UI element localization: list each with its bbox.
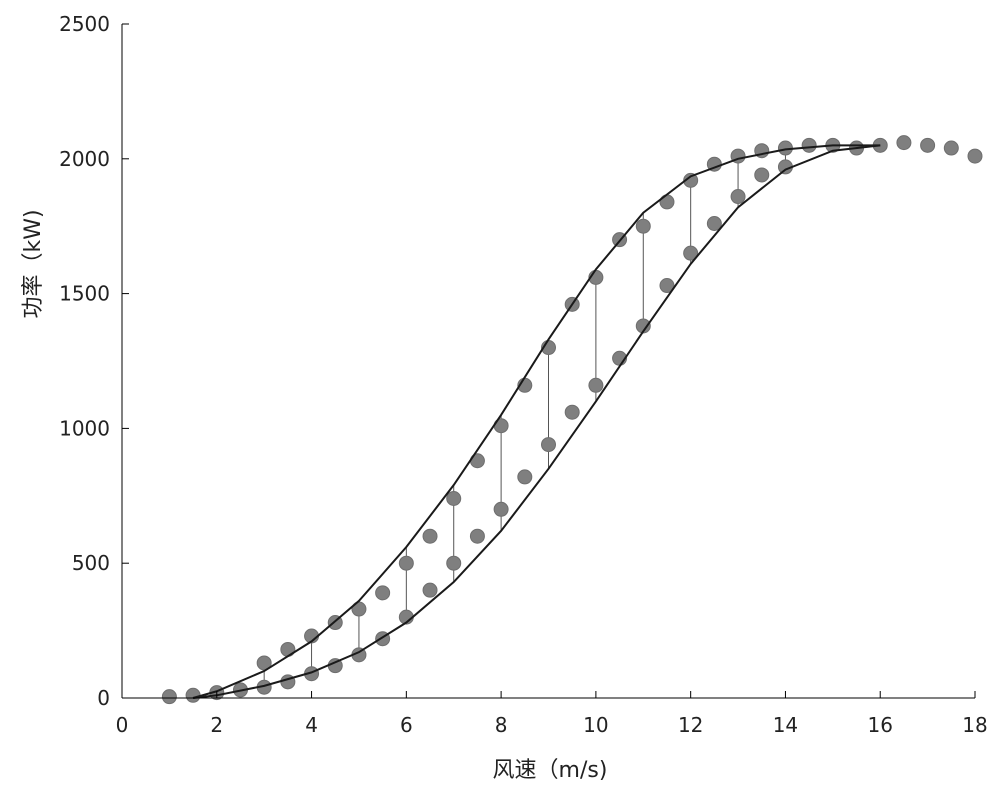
scatter-point bbox=[967, 148, 983, 164]
scatter-point bbox=[659, 278, 675, 294]
lower-bound-line bbox=[192, 144, 881, 699]
scatter-point bbox=[517, 469, 533, 485]
scatter-point bbox=[185, 687, 201, 703]
scatter-point bbox=[375, 585, 391, 601]
scatter-point bbox=[446, 555, 462, 571]
scatter-point bbox=[943, 140, 959, 156]
scatter-point bbox=[422, 582, 438, 598]
scatter-point bbox=[801, 137, 817, 153]
x-tick-label: 0 bbox=[116, 713, 129, 737]
ticks-layer: 0 2 4 6 8 10 12 14 16 18 0 500 1000 1500 2000 2500 bbox=[59, 12, 988, 737]
scatter-point bbox=[730, 189, 746, 205]
x-tick-label: 6 bbox=[400, 713, 413, 737]
scatter-point bbox=[635, 218, 651, 234]
scatter-point bbox=[446, 490, 462, 506]
scatter-point bbox=[706, 216, 722, 232]
x-tick-label: 18 bbox=[962, 713, 987, 737]
x-tick-label: 12 bbox=[678, 713, 703, 737]
x-tick-label: 16 bbox=[867, 713, 892, 737]
x-tick-label: 8 bbox=[495, 713, 508, 737]
scatter-point bbox=[398, 555, 414, 571]
y-axis-label: 功率（kW) bbox=[21, 209, 46, 318]
scatter-point bbox=[920, 137, 936, 153]
scatter-point bbox=[422, 528, 438, 544]
band-lines-layer bbox=[192, 144, 881, 699]
x-tick-label: 10 bbox=[583, 713, 608, 737]
band-hatch-layer bbox=[216, 145, 834, 696]
y-tick-label: 1000 bbox=[59, 416, 110, 440]
scatter-point bbox=[564, 404, 580, 420]
y-tick-label: 500 bbox=[72, 551, 110, 575]
x-tick-label: 4 bbox=[305, 713, 318, 737]
y-tick-label: 2500 bbox=[59, 12, 110, 36]
axes-layer bbox=[121, 24, 975, 699]
y-tick-label: 1500 bbox=[59, 282, 110, 306]
scatter-point bbox=[588, 377, 604, 393]
y-tick-label: 2000 bbox=[59, 147, 110, 171]
upper-bound-line bbox=[192, 144, 881, 699]
scatter-layer bbox=[161, 135, 983, 705]
scatter-point bbox=[754, 167, 770, 183]
x-tick-label: 2 bbox=[210, 713, 223, 737]
x-axis-label: 风速（m/s) bbox=[493, 758, 608, 783]
scatter-point bbox=[683, 172, 699, 188]
scatter-point bbox=[280, 641, 296, 657]
y-tick-label: 0 bbox=[97, 686, 110, 710]
scatter-point bbox=[896, 135, 912, 151]
x-tick-label: 14 bbox=[773, 713, 798, 737]
scatter-point bbox=[541, 437, 556, 453]
scatter-point bbox=[161, 689, 177, 705]
scatter-point bbox=[469, 528, 485, 544]
scatter-point bbox=[493, 501, 509, 517]
scatter-point bbox=[683, 245, 699, 261]
